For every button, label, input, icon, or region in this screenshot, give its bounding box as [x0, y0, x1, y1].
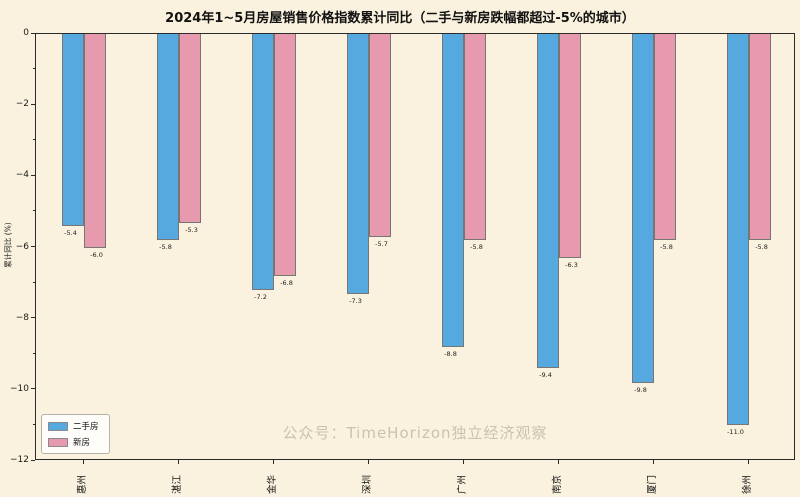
bar-secondhand-3 — [251, 34, 274, 291]
x-tick-mark — [177, 460, 179, 464]
bar-value-label: -5.7 — [375, 239, 388, 248]
y-tick-mark — [31, 317, 35, 319]
bar-secondhand-8 — [726, 34, 749, 426]
legend: 二手房 新房 — [41, 414, 110, 454]
bar-newhome-1 — [83, 34, 106, 248]
bar-newhome-7 — [653, 34, 676, 241]
x-tick-label: 惠州 — [77, 474, 88, 494]
bar-value-label: -7.2 — [254, 293, 267, 302]
bar-secondhand-4 — [346, 34, 369, 294]
bar-value-label: -5.8 — [470, 243, 483, 252]
x-tick-mark — [557, 460, 559, 464]
bar-value-label: -8.8 — [444, 350, 457, 359]
y-tick-mark — [31, 103, 35, 105]
x-tick-mark — [747, 460, 749, 464]
x-tick-label: 广州 — [457, 474, 468, 494]
bar-value-label: -6.0 — [90, 250, 103, 259]
bar-value-label: -11.0 — [727, 428, 744, 437]
bar-newhome-4 — [368, 34, 391, 237]
bar-value-label: -6.8 — [280, 278, 293, 287]
x-tick-label: 徐州 — [742, 474, 753, 494]
bar-value-label: -5.8 — [159, 243, 172, 252]
bar-value-label: -5.8 — [755, 243, 768, 252]
x-tick-mark — [462, 460, 464, 464]
y-tick-label: −4 — [15, 170, 29, 181]
bar-newhome-8 — [748, 34, 771, 241]
y-tick-mark — [31, 388, 35, 390]
bar-newhome-6 — [558, 34, 581, 259]
bar-newhome-3 — [273, 34, 296, 276]
x-tick-label: 深圳 — [362, 474, 373, 494]
x-tick-mark — [367, 460, 369, 464]
y-tick-mark — [31, 246, 35, 247]
y-tick-mark — [31, 459, 35, 461]
y-minor-tick-mark — [32, 423, 35, 425]
bar-value-label: -6.3 — [565, 261, 578, 270]
y-tick-mark — [31, 32, 35, 34]
x-tick-label: 南京 — [552, 474, 563, 494]
bar-value-label: -5.8 — [660, 243, 673, 252]
bar-value-label: -9.4 — [539, 371, 552, 380]
bar-secondhand-1 — [61, 34, 84, 227]
bar-value-label: -5.3 — [185, 225, 198, 234]
bar-secondhand-7 — [631, 34, 654, 383]
chart-title: 2024年1~5月房屋销售价格指数累计同比（二手与新房跌幅都超过-5%的城市） — [165, 11, 635, 26]
x-tick-mark — [272, 460, 274, 464]
y-tick-label: −12 — [10, 455, 29, 465]
bar-secondhand-5 — [441, 34, 464, 348]
legend-item-newhome: 新房 — [48, 436, 99, 448]
x-tick-mark — [652, 460, 654, 464]
y-tick-label: −10 — [10, 383, 29, 394]
x-tick-label: 厦门 — [647, 474, 658, 494]
legend-label-secondhand: 二手房 — [73, 422, 99, 432]
x-tick-label: 湛江 — [172, 474, 183, 494]
bar-newhome-2 — [178, 34, 201, 223]
y-tick-label: −6 — [15, 241, 29, 252]
y-tick-label: 0 — [23, 28, 29, 38]
y-minor-tick-mark — [32, 139, 35, 141]
bar-value-label: -7.3 — [349, 296, 362, 305]
y-minor-tick-mark — [32, 281, 35, 283]
bar-secondhand-2 — [156, 34, 179, 241]
x-tick-label: 金华 — [267, 474, 278, 494]
y-tick-label: −8 — [15, 312, 29, 323]
y-minor-tick-mark — [32, 210, 35, 212]
y-minor-tick-mark — [32, 352, 35, 354]
y-tick-mark — [31, 174, 35, 176]
plot-area: 公众号：TimeHorizon独立经济观察 二手房 新房 -5.4 -6.0 -5.… — [35, 33, 795, 460]
bar-newhome-5 — [463, 34, 486, 241]
legend-label-newhome: 新房 — [73, 438, 91, 448]
y-tick-label: −2 — [15, 99, 29, 110]
legend-swatch-secondhand — [48, 421, 68, 431]
x-tick-mark — [82, 460, 84, 464]
watermark: 公众号：TimeHorizon独立经济观察 — [282, 424, 548, 442]
bar-value-label: -5.4 — [64, 229, 77, 238]
legend-item-secondhand: 二手房 — [48, 420, 99, 432]
bar-value-label: -9.8 — [634, 385, 647, 394]
bar-secondhand-6 — [536, 34, 559, 369]
legend-swatch-newhome — [48, 437, 68, 447]
y-minor-tick-mark — [32, 68, 35, 70]
